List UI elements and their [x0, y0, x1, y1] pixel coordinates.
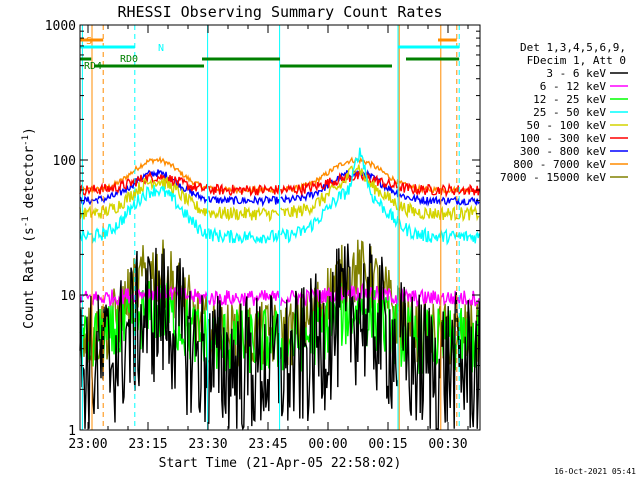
legend-header-2: FDecim 1, Att 0 [527, 54, 626, 67]
x-tick-label: 00:00 [308, 437, 347, 452]
flag-label-s: S [86, 36, 92, 47]
series-line-4 [79, 164, 480, 223]
plot-area: S N RD0 RD4 [79, 25, 480, 431]
chart-title: RHESSI Observing Summary Count Rates [117, 3, 442, 21]
x-tick-label: 23:45 [248, 437, 287, 452]
series-line-5 [79, 170, 480, 199]
legend-label-4: 50 - 100 keV [527, 119, 607, 132]
series-line-3 [79, 147, 480, 246]
legend-label-0: 3 - 6 keV [546, 67, 606, 80]
flag-label-n: N [158, 43, 164, 54]
series-line-6 [79, 167, 480, 208]
footer-date: 16-Oct-2021 05:41 [554, 467, 636, 476]
y-tick-label: 10 [60, 289, 76, 304]
y-tick-label: 1000 [45, 19, 76, 34]
flag-label-rd4: RD4 [84, 61, 102, 72]
legend-label-6: 300 - 800 keV [520, 145, 606, 158]
x-tick-label: 00:15 [368, 437, 407, 452]
legend-label-2: 12 - 25 keV [533, 93, 606, 106]
legend-label-5: 100 - 300 keV [520, 132, 606, 145]
y-axis-label: Count Rate (s-1 detector-1) [21, 127, 37, 329]
legend-label-3: 25 - 50 keV [533, 106, 606, 119]
x-tick-label: 23:30 [188, 437, 227, 452]
plot-frame [79, 24, 481, 431]
chart-legend: Det 1,3,4,5,6,9, FDecim 1, Att 0 3 - 6 k… [500, 41, 628, 184]
x-tick-label: 23:00 [68, 437, 107, 452]
y-tick-label: 1 [68, 424, 76, 439]
legend-label-7: 800 - 7000 keV [513, 158, 606, 171]
flag-label-rd0: RD0 [120, 54, 138, 65]
series-line-1 [79, 281, 480, 308]
series-line-0 [79, 243, 480, 431]
legend-header-1: Det 1,3,4,5,6,9, [520, 41, 626, 54]
legend-label-1: 6 - 12 keV [540, 80, 607, 93]
x-tick-label: 23:15 [128, 437, 167, 452]
plot-axes: 1 10 100 1000 23:00 23:15 23:30 23:45 00:00 00:15… [45, 19, 481, 452]
x-axis-label: Start Time (21-Apr-05 22:58:02) [159, 456, 402, 471]
legend-label-8: 7000 - 15000 keV [500, 171, 606, 184]
y-tick-label: 100 [53, 154, 76, 169]
x-tick-label: 00:30 [428, 437, 467, 452]
